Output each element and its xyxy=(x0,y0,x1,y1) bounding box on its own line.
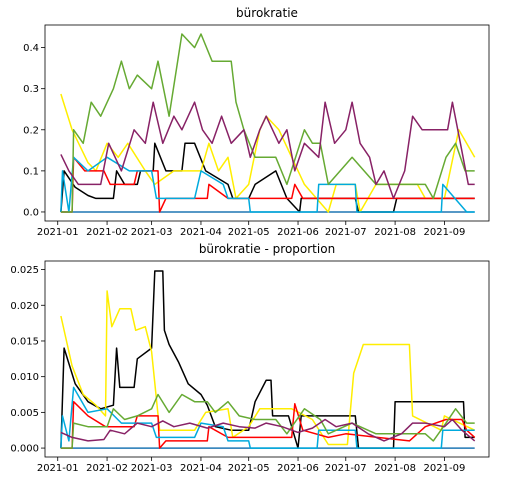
x-tick-label: 2021-01 xyxy=(37,463,79,474)
x-tick-label: 2021-04 xyxy=(180,227,222,238)
series-line-6 xyxy=(60,418,476,442)
x-tick-label: 2021-08 xyxy=(374,463,416,474)
y-tick-label: 0.005 xyxy=(10,408,39,419)
y-tick-label: 0.4 xyxy=(23,43,39,54)
x-tick-label: 2021-02 xyxy=(86,463,128,474)
x-tick-label: 2021-07 xyxy=(325,227,367,238)
y-tick-label: 0.1 xyxy=(23,166,39,177)
x-tick-label: 2021-05 xyxy=(228,227,270,238)
x-tick-label: 2021-03 xyxy=(131,463,173,474)
chart-panel-top: bürokratie 2021-01 2021-02 2021-03 2021-04 2… xyxy=(23,6,490,238)
y-tick-label: 0.2 xyxy=(23,125,39,136)
x-tick-label: 2021-05 xyxy=(228,463,270,474)
series-line-5 xyxy=(60,33,475,213)
series-line-1 xyxy=(60,270,475,449)
x-tick-label: 2021-01 xyxy=(37,227,79,238)
x-tick-label: 2021-06 xyxy=(277,227,319,238)
chart-title: bürokratie xyxy=(236,6,298,20)
y-tick-label: 0.3 xyxy=(23,84,39,95)
chart-panel-bottom: bürokratie - proportion 2021-01 2021-02 20… xyxy=(10,242,490,474)
plot-frame xyxy=(44,260,490,458)
y-tick-label: 0.0 xyxy=(23,207,39,218)
y-tick-label: 0.010 xyxy=(10,372,39,383)
x-tick-label: 2021-04 xyxy=(180,463,222,474)
x-tick-label: 2021-07 xyxy=(325,463,367,474)
y-tick-label: 0.025 xyxy=(10,265,39,276)
x-tick-label: 2021-02 xyxy=(86,227,128,238)
series-line-3 xyxy=(60,156,475,213)
y-tick-label: 0.015 xyxy=(10,336,39,347)
plot-frame xyxy=(44,24,490,222)
series-line-1 xyxy=(60,142,475,213)
x-tick-label: 2021-09 xyxy=(424,463,466,474)
series-line-2 xyxy=(60,290,476,446)
series-line-2 xyxy=(60,93,476,213)
x-tick-label: 2021-09 xyxy=(424,227,466,238)
y-tick-label: 0.000 xyxy=(10,444,39,455)
chart-title: bürokratie - proportion xyxy=(199,242,335,256)
series-line-4 xyxy=(60,386,475,449)
x-tick-label: 2021-08 xyxy=(374,227,416,238)
series-line-6 xyxy=(60,101,475,200)
series-line-5 xyxy=(60,393,475,449)
series-line-4 xyxy=(60,156,475,213)
x-tick-label: 2021-03 xyxy=(131,227,173,238)
x-tick-label: 2021-06 xyxy=(277,463,319,474)
y-tick-label: 0.020 xyxy=(10,301,39,312)
